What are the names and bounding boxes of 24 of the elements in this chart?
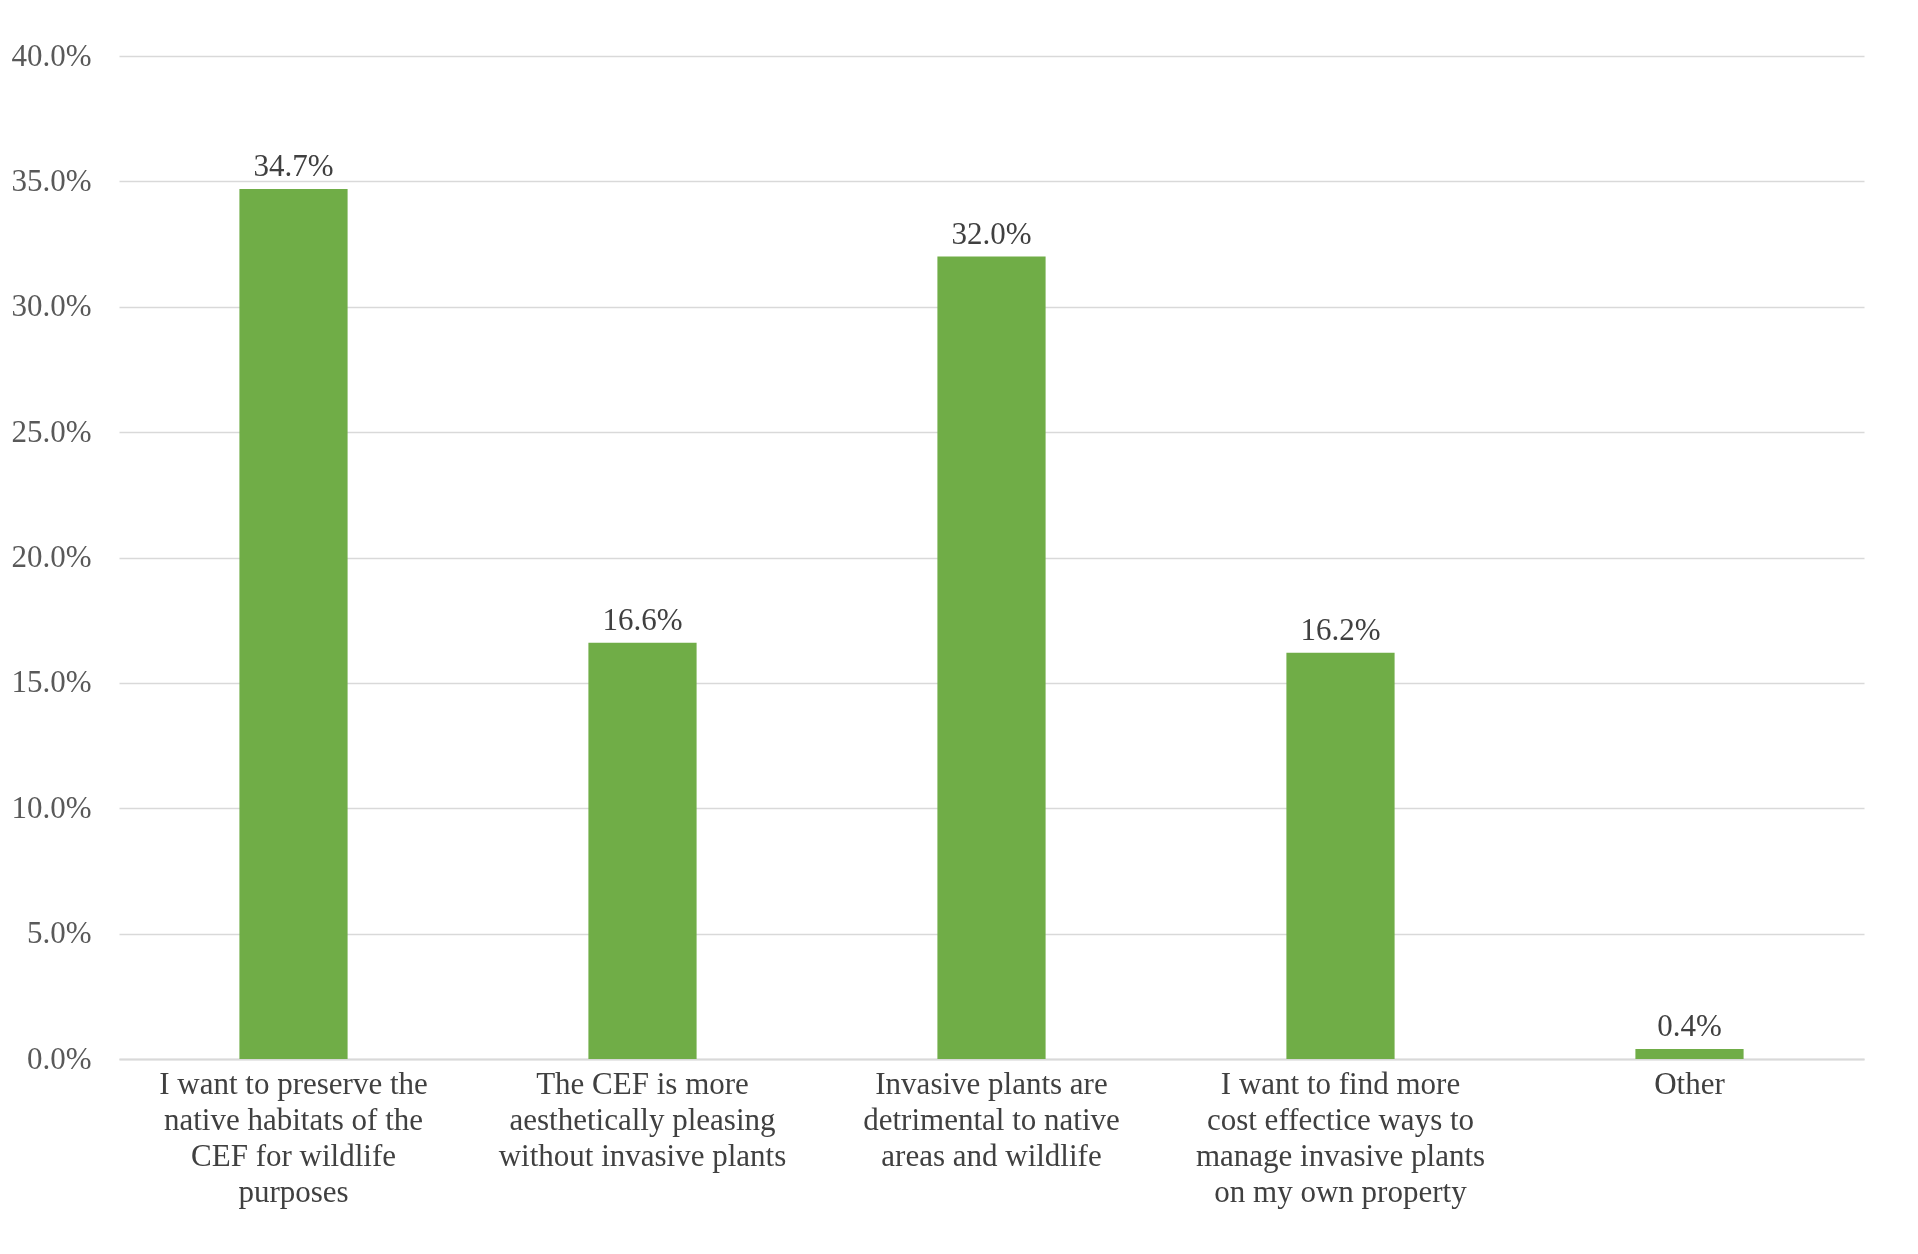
y-tick-label: 20.0% [11,539,92,574]
x-tick-label: Invasive plants are detrimental to native areas and wildlife [863,1065,1120,1173]
y-tick-label: 30.0% [11,288,92,324]
data-label: 0.4% [1657,1007,1722,1043]
data-label: 16.6% [602,601,683,637]
y-tick-label: 40.0% [11,37,92,73]
x-tick-label: I want to find more cost effectice ways to manage invasive plants on my own property [1195,1065,1486,1209]
x-tick-label: I want to preserve the native habitats of the CEF for wildlife purposes [159,1065,428,1209]
y-tick-label: 15.0% [11,664,92,700]
bar [588,642,697,1059]
data-label: 16.2% [1300,611,1381,647]
y-tick-label: 35.0% [11,162,92,198]
bar [937,256,1046,1059]
y-tick-label: 25.0% [11,413,92,449]
bar [1286,652,1395,1059]
data-label: 32.0% [951,215,1032,251]
x-tick-label: The CEF is more aesthetically pleasing without invasive plants [498,1065,787,1173]
data-label: 34.7% [253,147,334,183]
y-tick-label: 0.0% [26,1040,92,1076]
y-tick-label: 10.0% [11,789,92,825]
x-tick-label: Other [1654,1065,1726,1101]
y-tick-label: 5.0% [26,915,92,951]
bar [1635,1048,1744,1059]
bar [239,188,348,1059]
